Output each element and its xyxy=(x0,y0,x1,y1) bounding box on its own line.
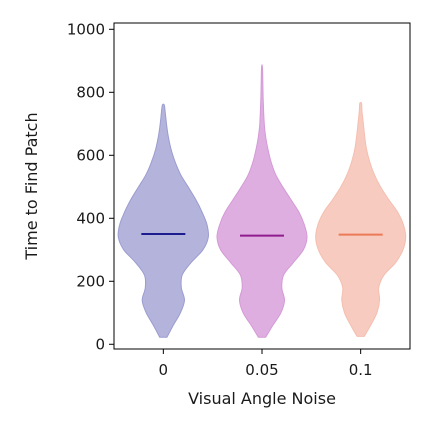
y-tick-label: 400 xyxy=(76,209,105,227)
y-tick-label: 1000 xyxy=(67,20,105,38)
violin-group xyxy=(117,64,407,338)
violin-0 xyxy=(117,103,210,338)
x-tick-label: 0.1 xyxy=(349,361,373,379)
y-tick-label: 200 xyxy=(76,272,105,290)
x-tick-label: 0.05 xyxy=(245,361,278,379)
x-axis: 0 0.05 0.1 xyxy=(159,349,373,379)
y-tick-label: 0 xyxy=(95,335,105,353)
x-axis-label: Visual Angle Noise xyxy=(188,389,336,408)
y-axis-label: Time to Find Patch xyxy=(22,112,41,260)
median-group xyxy=(141,233,383,237)
y-tick-label: 600 xyxy=(76,146,105,164)
violin-0.1 xyxy=(315,101,407,337)
y-axis: 0 200 400 600 800 1000 xyxy=(67,20,114,353)
violin-0.05 xyxy=(216,64,308,338)
y-tick-label: 800 xyxy=(76,83,105,101)
x-tick-label: 0 xyxy=(159,361,169,379)
